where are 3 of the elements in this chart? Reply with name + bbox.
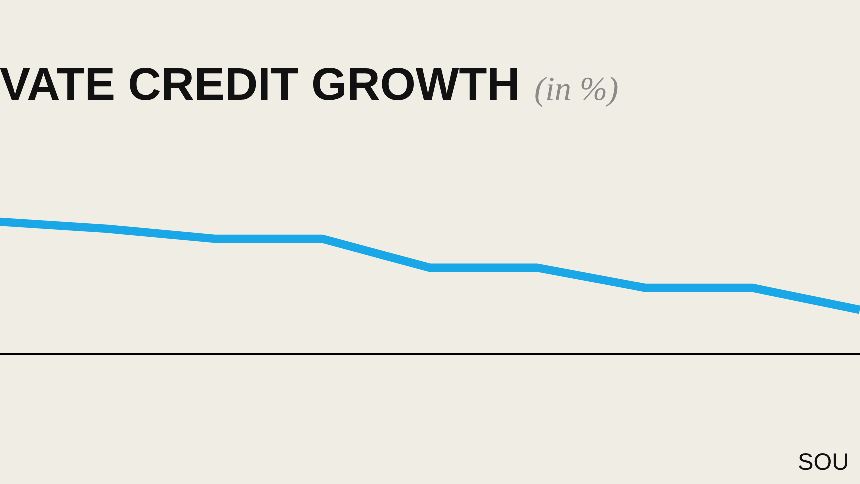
text: SOU bbox=[799, 454, 848, 470]
chart-subtitle: (in %) bbox=[536, 76, 618, 108]
chart-title: VATE CREDIT GROWTH bbox=[0, 68, 518, 100]
